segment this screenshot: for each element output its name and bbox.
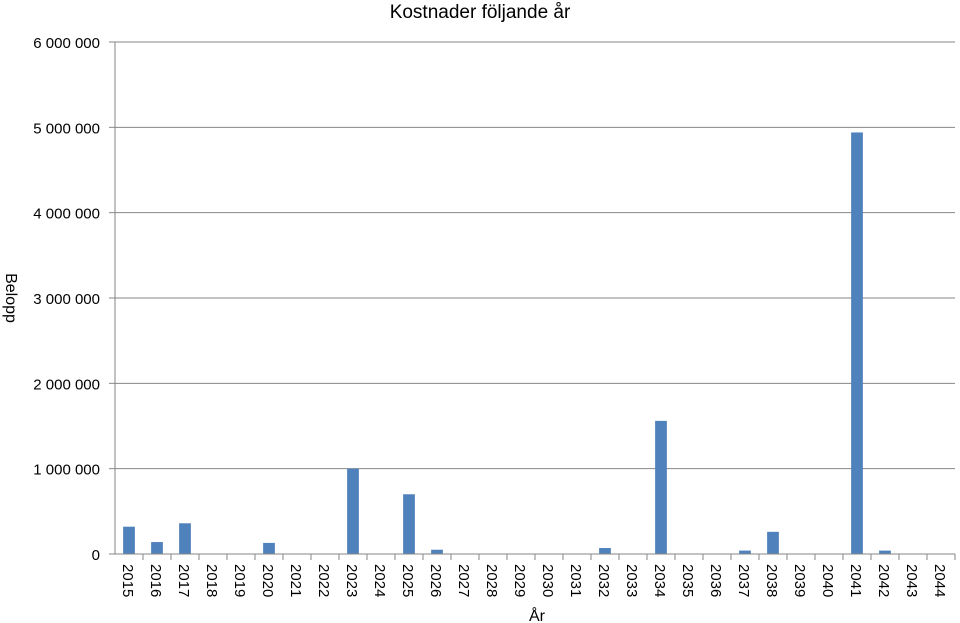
x-tick-label: 2041 xyxy=(847,564,864,597)
y-axis-label: Belopp xyxy=(2,273,19,323)
x-tick-label: 2028 xyxy=(483,564,500,597)
bar-2017 xyxy=(179,523,191,554)
x-tick-label: 2033 xyxy=(623,564,640,597)
bar-2026 xyxy=(431,549,443,554)
bar-2023 xyxy=(347,468,359,554)
x-tick-label: 2029 xyxy=(511,564,528,597)
chart-title: Kostnader följande år xyxy=(390,2,571,23)
x-tick-label: 2040 xyxy=(819,564,836,597)
x-tick-label: 2017 xyxy=(175,564,192,597)
x-tick-label: 2042 xyxy=(875,564,892,597)
x-tick-label: 2031 xyxy=(567,564,584,597)
x-tick-label: 2015 xyxy=(119,564,136,597)
x-tick-label: 2034 xyxy=(651,564,668,597)
x-tick-label: 2032 xyxy=(595,564,612,597)
bar-2015 xyxy=(123,526,135,554)
bars xyxy=(123,132,891,554)
bar-2042 xyxy=(879,550,891,554)
y-tick-label: 4 000 000 xyxy=(33,206,100,223)
bar-2037 xyxy=(739,550,751,554)
x-tick-label: 2026 xyxy=(427,564,444,597)
bar-2032 xyxy=(599,548,611,554)
x-tick-label: 2021 xyxy=(287,564,304,597)
x-tick-label: 2018 xyxy=(203,564,220,597)
x-tick-label: 2030 xyxy=(539,564,556,597)
y-tick-label: 1 000 000 xyxy=(33,462,100,479)
bar-2025 xyxy=(403,494,415,554)
x-tick-label: 2039 xyxy=(791,564,808,597)
y-tick-label: 5 000 000 xyxy=(33,120,100,137)
x-tick-label: 2037 xyxy=(735,564,752,597)
bar-2034 xyxy=(655,420,667,554)
bar-2041 xyxy=(851,132,863,554)
bar-2016 xyxy=(151,542,163,554)
x-tick-label: 2038 xyxy=(763,564,780,597)
x-tick-label: 2024 xyxy=(371,564,388,597)
y-tick-label: 6 000 000 xyxy=(33,35,100,52)
x-tick-label: 2036 xyxy=(707,564,724,597)
y-tick-label: 3 000 000 xyxy=(33,291,100,308)
x-tick-label: 2035 xyxy=(679,564,696,597)
x-tick-label: 2043 xyxy=(903,564,920,597)
x-tick-label: 2020 xyxy=(259,564,276,597)
x-tick-label: 2016 xyxy=(147,564,164,597)
y-tick-label: 0 xyxy=(92,547,100,564)
x-tick-label: 2019 xyxy=(231,564,248,597)
y-axis-ticks: 0 1 000 000 2 000 000 3 000 000 4 000 000 5 0… xyxy=(33,35,115,564)
x-tick-label: 2023 xyxy=(343,564,360,597)
gridlines xyxy=(115,41,955,470)
x-tick-label: 2044 xyxy=(931,564,948,597)
x-axis-ticks: 2015 2016 2017 2018 2019 2020 2021 2022 2023 2024… xyxy=(119,554,956,597)
x-axis-label: År xyxy=(529,606,546,623)
y-tick-label: 2 000 000 xyxy=(33,376,100,393)
x-tick-label: 2025 xyxy=(399,564,416,597)
x-tick-label: 2027 xyxy=(455,564,472,597)
bar-2020 xyxy=(263,542,275,554)
bar-2038 xyxy=(767,531,779,554)
x-tick-label: 2022 xyxy=(315,564,332,597)
